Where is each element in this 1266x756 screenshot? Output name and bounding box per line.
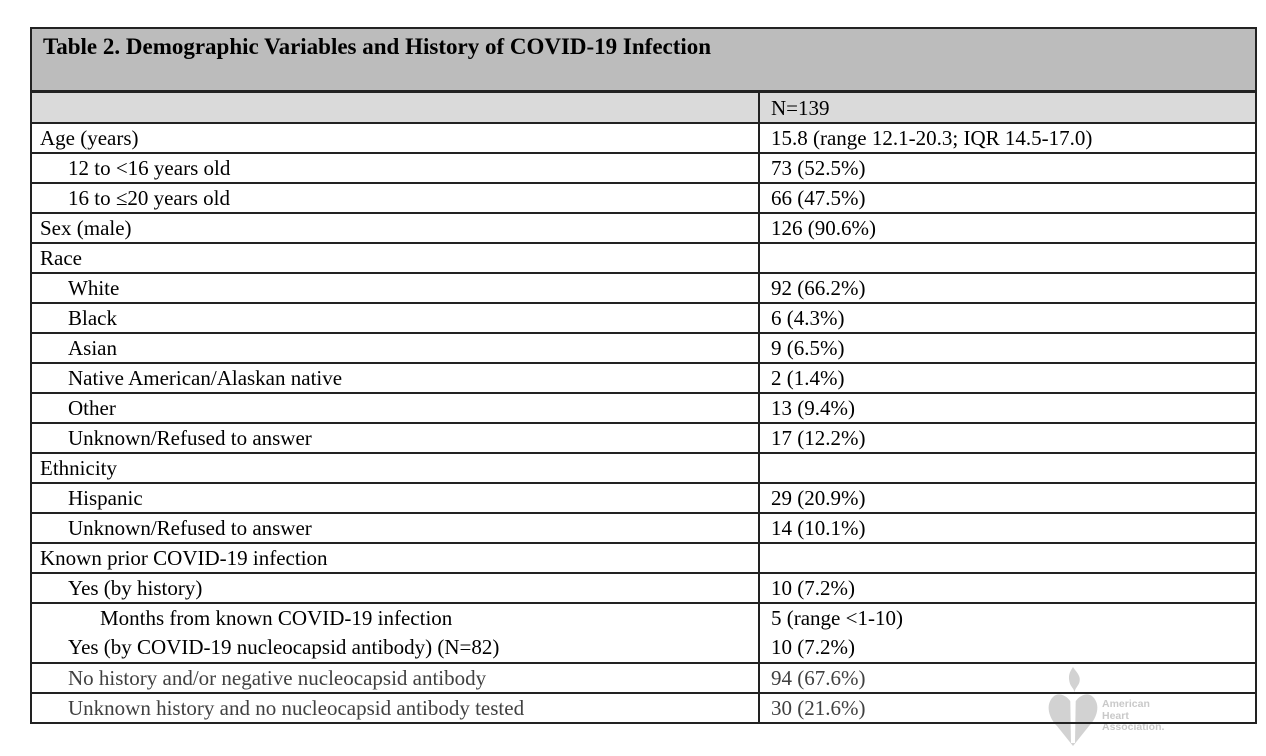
table-row: White 92 (66.2%)	[30, 272, 1257, 304]
row-label: Other	[30, 392, 760, 424]
row-label-cell: Months from known COVID-19 infection Yes …	[30, 602, 760, 664]
table-row: Known prior COVID-19 infection	[30, 542, 1257, 574]
row-label: Months from known COVID-19 infection	[100, 606, 453, 630]
row-value	[758, 542, 1257, 574]
table-row: Ethnicity	[30, 452, 1257, 484]
table-row: Race	[30, 242, 1257, 274]
row-label: Hispanic	[30, 482, 760, 514]
table-title: Table 2. Demographic Variables and Histo…	[30, 27, 1257, 93]
table-row: Asian 9 (6.5%)	[30, 332, 1257, 364]
row-value: 29 (20.9%)	[758, 482, 1257, 514]
row-value: 17 (12.2%)	[758, 422, 1257, 454]
row-label: Unknown/Refused to answer	[30, 422, 760, 454]
row-value: 92 (66.2%)	[758, 272, 1257, 304]
row-value: 30 (21.6%)	[758, 692, 1257, 724]
row-label: 12 to <16 years old	[30, 152, 760, 184]
table-row: Unknown/Refused to answer 17 (12.2%)	[30, 422, 1257, 454]
header-label-cell	[30, 90, 760, 124]
row-label: Yes (by history)	[30, 572, 760, 604]
table-row: Other 13 (9.4%)	[30, 392, 1257, 424]
table-row: Months from known COVID-19 infection Yes …	[30, 602, 1257, 664]
row-value: 73 (52.5%)	[758, 152, 1257, 184]
row-value: 10 (7.2%)	[758, 572, 1257, 604]
row-value: 126 (90.6%)	[758, 212, 1257, 244]
table-row: 16 to ≤20 years old 66 (47.5%)	[30, 182, 1257, 214]
header-n-cell: N=139	[758, 90, 1257, 124]
row-label: Race	[30, 242, 760, 274]
table-row: No history and/or negative nucleocapsid …	[30, 662, 1257, 694]
row-value: 9 (6.5%)	[758, 332, 1257, 364]
row-label: Sex (male)	[30, 212, 760, 244]
table-row: Native American/Alaskan native 2 (1.4%)	[30, 362, 1257, 394]
table-row: Yes (by history) 10 (7.2%)	[30, 572, 1257, 604]
table-row: Age (years) 15.8 (range 12.1-20.3; IQR 14…	[30, 122, 1257, 154]
row-label: Age (years)	[30, 122, 760, 154]
row-label: Black	[30, 302, 760, 334]
row-value	[758, 452, 1257, 484]
table-row: Unknown history and no nucleocapsid anti…	[30, 692, 1257, 724]
row-value: 2 (1.4%)	[758, 362, 1257, 394]
row-label: Ethnicity	[30, 452, 760, 484]
table-row: 12 to <16 years old 73 (52.5%)	[30, 152, 1257, 184]
row-label: Yes (by COVID-19 nucleocapsid antibody) …	[68, 635, 500, 659]
row-value	[758, 242, 1257, 274]
table-2: Table 2. Demographic Variables and Histo…	[30, 27, 1257, 724]
row-value: 10 (7.2%)	[771, 635, 855, 659]
table-row: Unknown/Refused to answer 14 (10.1%)	[30, 512, 1257, 544]
row-value: 5 (range <1-10)	[771, 606, 903, 630]
table-title-row: Table 2. Demographic Variables and Histo…	[30, 27, 1257, 93]
demographics-table: Table 2. Demographic Variables and Histo…	[30, 27, 1257, 724]
table-header-row: N=139	[30, 90, 1257, 124]
row-value-cell: 5 (range <1-10) 10 (7.2%)	[758, 602, 1257, 664]
row-value: 14 (10.1%)	[758, 512, 1257, 544]
row-label: Native American/Alaskan native	[30, 362, 760, 394]
row-label: White	[30, 272, 760, 304]
table-row: Sex (male) 126 (90.6%)	[30, 212, 1257, 244]
row-label: Asian	[30, 332, 760, 364]
table-row: Black 6 (4.3%)	[30, 302, 1257, 334]
row-label: Unknown/Refused to answer	[30, 512, 760, 544]
row-label: Unknown history and no nucleocapsid anti…	[30, 692, 760, 724]
row-value: 66 (47.5%)	[758, 182, 1257, 214]
row-value: 94 (67.6%)	[758, 662, 1257, 694]
row-value: 6 (4.3%)	[758, 302, 1257, 334]
aha-watermark-line: Association.	[1102, 721, 1165, 733]
row-label: Known prior COVID-19 infection	[30, 542, 760, 574]
table-row: Hispanic 29 (20.9%)	[30, 482, 1257, 514]
row-label: 16 to ≤20 years old	[30, 182, 760, 214]
row-label: No history and/or negative nucleocapsid …	[30, 662, 760, 694]
row-value: 15.8 (range 12.1-20.3; IQR 14.5-17.0)	[758, 122, 1257, 154]
row-value: 13 (9.4%)	[758, 392, 1257, 424]
